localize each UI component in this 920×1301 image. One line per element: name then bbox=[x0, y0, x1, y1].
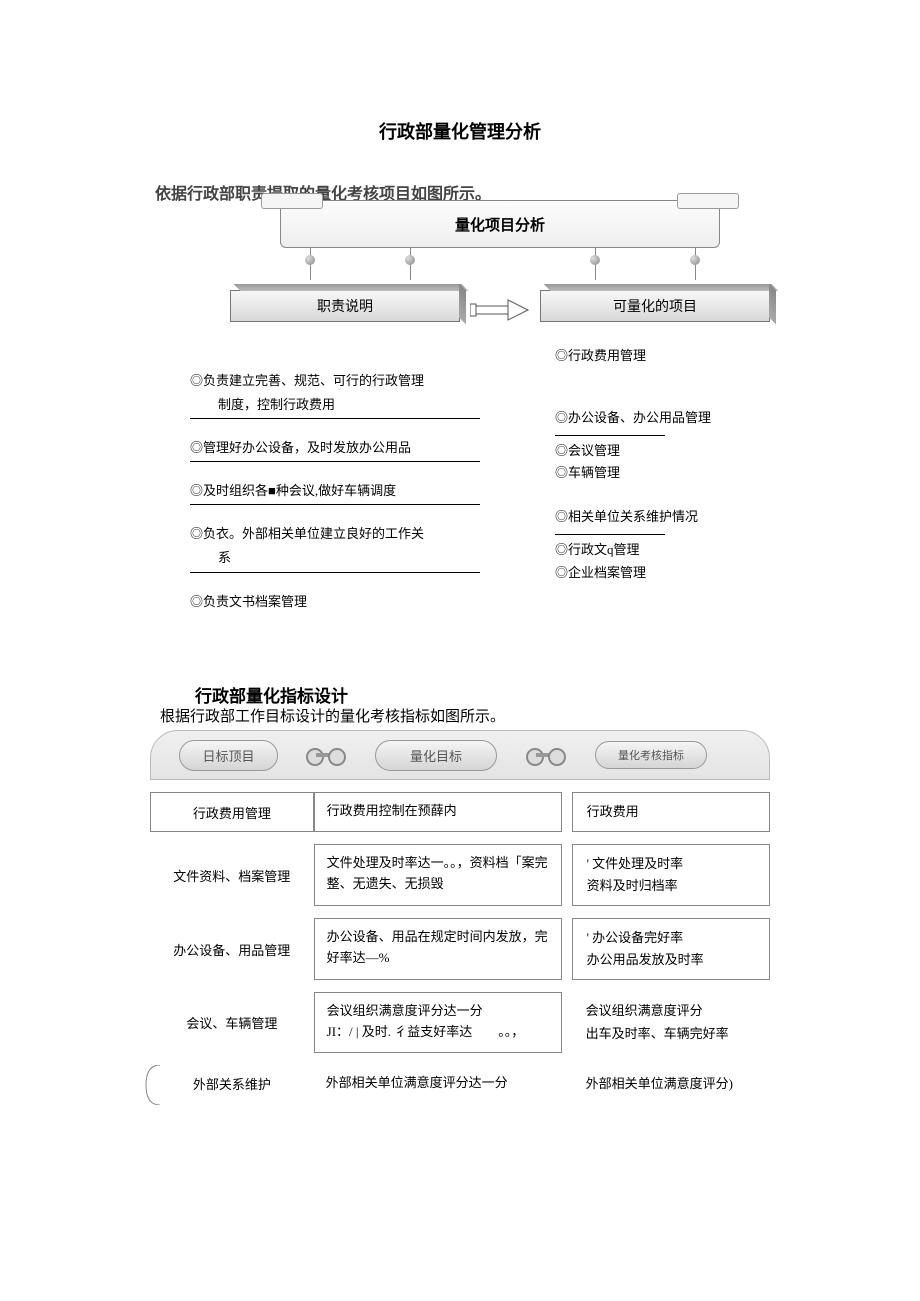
table-row: 外部关系维护外部相关单位满意度评分达一分外部相关单位满意度评分) bbox=[150, 1065, 770, 1103]
responsibilities-list: ◎负责建立完善、规范、可行的行政管理 制度，控制行政费用 ◎管理好办公设备，及时… bbox=[190, 370, 480, 631]
table-row: 会议、车辆管理会议组织满意度评分达一分 JI：/ | 及时. 彳益支好率达 。。… bbox=[150, 992, 770, 1052]
quant-goal-cell: 会议组织满意度评分达一分 JI：/ | 及时. 彳益支好率达 。。， bbox=[314, 992, 562, 1052]
goal-item-cell: 文件资料、档案管理 bbox=[150, 844, 314, 906]
intro-text-2: 根据行政部工作目标设计的量化考核指标如图所示。 bbox=[160, 705, 505, 726]
right-item: ◎车辆管理 bbox=[555, 462, 805, 484]
left-box: 职责说明 bbox=[230, 290, 460, 322]
header-pill: 量化考核指标 bbox=[595, 741, 707, 769]
quant-goal-cell: 外部相关单位满意度评分达一分 bbox=[314, 1065, 562, 1103]
indicator-table: 日标顶目 量化目标 量化考核指标 行政费用管理行政费用控制在预薛内行政费用文件资… bbox=[150, 730, 770, 1103]
right-item: ◎办公设备、办公用品管理 bbox=[555, 407, 805, 429]
quant-goal-cell: 文件处理及时率达一。。，资料档「案完整、无遗失、无损毁 bbox=[314, 844, 562, 906]
right-item: ◎相关单位关系维护情况 bbox=[555, 506, 805, 528]
indicator-cell: 会议组织满意度评分 出车及时率、车辆完好率 bbox=[572, 992, 770, 1052]
table-row: 办公设备、用品管理办公设备、用品在规定时间内发放，完好率达—%' 办公设备完好率… bbox=[150, 918, 770, 980]
header-pill: 日标顶目 bbox=[179, 740, 277, 771]
left-item: ◎负责文书档案管理 bbox=[190, 591, 480, 613]
right-item: ◎行政文q管理 bbox=[555, 539, 805, 561]
quant-goal-cell: 办公设备、用品在规定时间内发放，完好率达—% bbox=[314, 918, 562, 980]
indicator-cell: ' 办公设备完好率 办公用品发放及时率 bbox=[572, 918, 770, 980]
right-item: ◎行政费用管理 bbox=[555, 345, 805, 367]
quantifiable-list: ◎行政费用管理 ◎办公设备、办公用品管理 ◎会议管理 ◎车辆管理 ◎相关单位关系… bbox=[555, 345, 805, 584]
connector-icon bbox=[306, 748, 346, 762]
left-item: ◎管理好办公设备，及时发放办公用品 bbox=[190, 437, 480, 462]
table-row: 文件资料、档案管理文件处理及时率达一。。，资料档「案完整、无遗失、无损毁' 文件… bbox=[150, 844, 770, 906]
right-box: 可量化的项目 bbox=[540, 290, 770, 322]
left-item: ◎负责建立完善、规范、可行的行政管理 bbox=[190, 370, 480, 392]
right-item: ◎会议管理 bbox=[555, 440, 805, 462]
header-pill: 量化目标 bbox=[375, 740, 497, 771]
left-item: ◎及时组织各■种会议,做好车辆调度 bbox=[190, 480, 480, 505]
left-item-sub: 系 bbox=[190, 547, 480, 572]
indicator-cell: 行政费用 bbox=[572, 792, 770, 832]
goal-item-cell: 会议、车辆管理 bbox=[150, 992, 314, 1052]
goal-item-cell: 行政费用管理 bbox=[150, 792, 314, 832]
connector-icon bbox=[526, 748, 566, 762]
goal-item-cell: 办公设备、用品管理 bbox=[150, 918, 314, 980]
table-row: 行政费用管理行政费用控制在预薛内行政费用 bbox=[150, 792, 770, 832]
right-item: ◎企业档案管理 bbox=[555, 562, 805, 584]
indicator-cell: 外部相关单位满意度评分) bbox=[572, 1065, 770, 1103]
left-item: ◎负衣。外部相关单位建立良好的工作关 bbox=[190, 523, 480, 545]
section2-title: 行政部量化指标设计 bbox=[195, 682, 348, 707]
quant-goal-cell: 行政费用控制在预薛内 bbox=[314, 792, 562, 832]
banner-label: 量化项目分析 bbox=[280, 200, 720, 248]
page-title: 行政部量化管理分析 bbox=[0, 0, 920, 144]
left-item-sub: 制度，控制行政费用 bbox=[190, 394, 480, 419]
goal-item-cell: 外部关系维护 bbox=[150, 1065, 314, 1103]
analysis-diagram: 量化项目分析 职责说明 可量化的项目 bbox=[230, 200, 770, 330]
indicator-cell: ' 文件处理及时率 资料及时归档率 bbox=[572, 844, 770, 906]
table-header: 日标顶目 量化目标 量化考核指标 bbox=[150, 730, 770, 780]
arrow-icon bbox=[470, 298, 530, 322]
